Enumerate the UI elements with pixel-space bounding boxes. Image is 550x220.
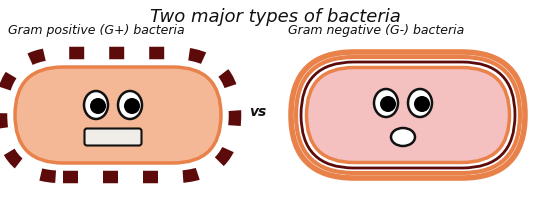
Ellipse shape: [84, 91, 108, 119]
Text: Gram negative (G-) bacteria: Gram negative (G-) bacteria: [288, 24, 464, 37]
Circle shape: [124, 98, 140, 114]
FancyBboxPatch shape: [85, 128, 141, 145]
Ellipse shape: [118, 91, 142, 119]
Text: Two major types of bacteria: Two major types of bacteria: [150, 8, 400, 26]
Ellipse shape: [391, 128, 415, 146]
Ellipse shape: [408, 89, 432, 117]
Circle shape: [414, 96, 430, 112]
FancyBboxPatch shape: [306, 68, 509, 163]
Circle shape: [380, 96, 396, 112]
FancyBboxPatch shape: [18, 70, 218, 160]
FancyBboxPatch shape: [310, 71, 506, 159]
Text: Gram positive (G+) bacteria: Gram positive (G+) bacteria: [8, 24, 185, 37]
Circle shape: [90, 98, 106, 114]
FancyBboxPatch shape: [15, 67, 221, 163]
Text: vs: vs: [249, 105, 267, 119]
Ellipse shape: [374, 89, 398, 117]
